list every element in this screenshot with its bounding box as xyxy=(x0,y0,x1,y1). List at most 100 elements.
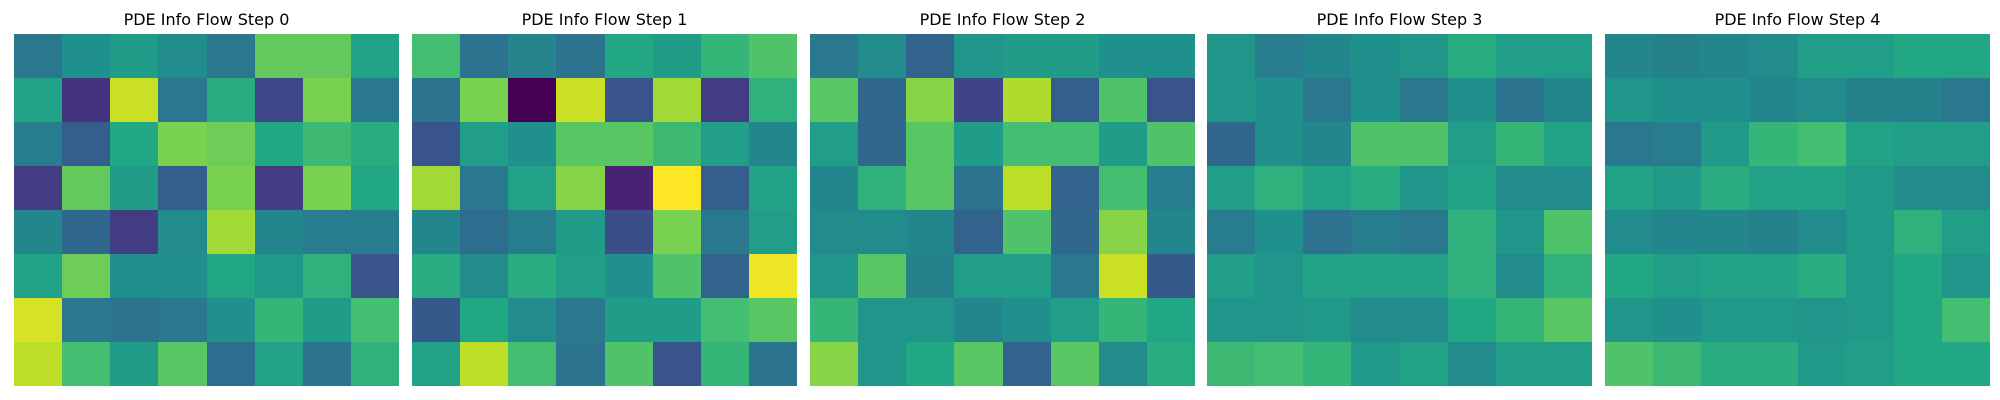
heatmap-cell xyxy=(701,210,749,254)
heatmap-cell xyxy=(1605,166,1653,210)
heatmap-cell xyxy=(1099,78,1147,122)
heatmap-cell xyxy=(508,78,556,122)
heatmap-cell xyxy=(1496,342,1544,386)
chart-title: PDE Info Flow Step 0 xyxy=(123,10,290,29)
heatmap-cell xyxy=(1846,298,1894,342)
heatmap-cell xyxy=(460,166,508,210)
heatmap-cell xyxy=(858,298,906,342)
heatmap-cell xyxy=(1207,342,1255,386)
heatmap-cell xyxy=(1147,298,1195,342)
heatmap-cell xyxy=(158,210,207,254)
heatmap-cell xyxy=(255,210,303,254)
heatmap-cell xyxy=(412,342,460,386)
heatmap-cell xyxy=(556,166,605,210)
heatmap-cell xyxy=(605,298,653,342)
heatmap-cell xyxy=(1147,166,1195,210)
heatmap-cell xyxy=(14,210,62,254)
heatmap-cell xyxy=(110,298,158,342)
heatmap-cell xyxy=(954,166,1003,210)
heatmap-cell xyxy=(810,78,858,122)
heatmap-cell xyxy=(1846,122,1894,166)
heatmap-cell xyxy=(1051,298,1099,342)
heatmap-cell xyxy=(110,34,158,78)
heatmap-cell xyxy=(351,254,399,298)
heatmap-cell xyxy=(1207,254,1255,298)
heatmap-cell xyxy=(1942,78,1990,122)
heatmap-cell xyxy=(1653,122,1701,166)
heatmap-cell xyxy=(1303,254,1351,298)
chart-title: PDE Info Flow Step 2 xyxy=(919,10,1086,29)
heatmap-cell xyxy=(1846,34,1894,78)
heatmap-cell xyxy=(1701,78,1749,122)
heatmap-cell xyxy=(1653,254,1701,298)
heatmap-cell xyxy=(653,342,701,386)
heatmap-cell xyxy=(701,34,749,78)
heatmap-cell xyxy=(701,122,749,166)
heatmap-cell xyxy=(1544,298,1592,342)
heatmap-cell xyxy=(255,34,303,78)
heatmap-cell xyxy=(1400,166,1448,210)
heatmap-cell xyxy=(255,342,303,386)
heatmap-cell xyxy=(701,298,749,342)
heatmap-cell xyxy=(1303,166,1351,210)
heatmap-cell xyxy=(810,254,858,298)
heatmap-cell xyxy=(1003,78,1051,122)
heatmap-cell xyxy=(1448,254,1496,298)
heatmap-cell xyxy=(1099,34,1147,78)
heatmap-cell xyxy=(1798,254,1846,298)
heatmap-cell xyxy=(906,34,954,78)
heatmap-cell xyxy=(1544,122,1592,166)
heatmap-cell xyxy=(1448,34,1496,78)
heatmap-cell xyxy=(1099,166,1147,210)
heatmap-cell xyxy=(255,298,303,342)
heatmap-cell xyxy=(351,78,399,122)
heatmap-cell xyxy=(255,254,303,298)
heatmap-cell xyxy=(1255,210,1303,254)
heatmap-cell xyxy=(62,34,110,78)
heatmap-cell xyxy=(810,166,858,210)
heatmap-cell xyxy=(1003,210,1051,254)
heatmap-cell xyxy=(653,166,701,210)
heatmap-cell xyxy=(556,342,605,386)
heatmap-cell xyxy=(1400,210,1448,254)
heatmap-cell xyxy=(110,122,158,166)
heatmap-cell xyxy=(62,210,110,254)
heatmap-cell xyxy=(605,254,653,298)
heatmap-cell xyxy=(351,298,399,342)
heatmap-cell xyxy=(653,210,701,254)
heatmap-cell xyxy=(1605,210,1653,254)
heatmap-cell xyxy=(460,78,508,122)
heatmap-cell xyxy=(412,166,460,210)
heatmap-cell xyxy=(701,254,749,298)
heatmap-cell xyxy=(749,210,797,254)
heatmap-cell xyxy=(14,34,62,78)
heatmap-cell xyxy=(1798,122,1846,166)
heatmap-cell xyxy=(412,78,460,122)
heatmap-cell xyxy=(1400,34,1448,78)
heatmap-cell xyxy=(906,254,954,298)
heatmap-cell xyxy=(1605,78,1653,122)
heatmap-cell xyxy=(62,342,110,386)
heatmap-cell xyxy=(810,342,858,386)
heatmap-cell xyxy=(1207,78,1255,122)
heatmap-cell xyxy=(412,254,460,298)
heatmap-panel-0: PDE Info Flow Step 0 xyxy=(14,0,399,400)
heatmap-cell xyxy=(1942,298,1990,342)
heatmap-cell xyxy=(1051,166,1099,210)
heatmap-cell xyxy=(1303,34,1351,78)
heatmap-cell xyxy=(508,34,556,78)
heatmap-cell xyxy=(1303,210,1351,254)
heatmap-cell xyxy=(1255,298,1303,342)
heatmap-panel-3: PDE Info Flow Step 3 xyxy=(1207,0,1592,400)
heatmap-cell xyxy=(1701,298,1749,342)
heatmap-cell xyxy=(954,122,1003,166)
heatmap-cell xyxy=(556,122,605,166)
heatmap-cell xyxy=(1351,342,1400,386)
heatmap-cell xyxy=(1653,34,1701,78)
heatmap-cell xyxy=(1400,122,1448,166)
heatmap-cell xyxy=(1448,122,1496,166)
heatmap-cell xyxy=(605,34,653,78)
heatmap-cell xyxy=(701,78,749,122)
heatmap-cell xyxy=(1798,78,1846,122)
heatmap-cell xyxy=(1051,34,1099,78)
